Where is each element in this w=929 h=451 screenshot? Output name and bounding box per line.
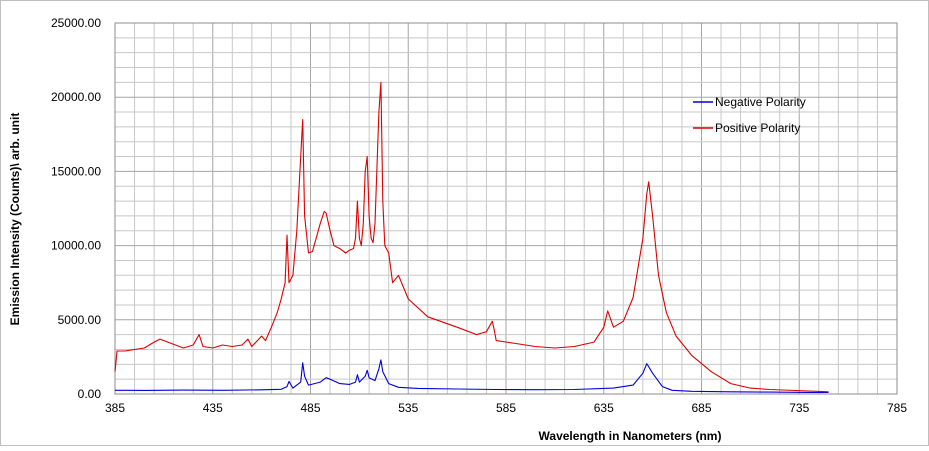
series-line-negative-polarity bbox=[114, 359, 829, 394]
x-tick-label: 735 bbox=[789, 401, 809, 415]
legend-label: Positive Polarity bbox=[715, 121, 800, 135]
y-tick-label: 15000.00 bbox=[51, 164, 101, 178]
y-tick-label: 25000.00 bbox=[51, 16, 101, 30]
y-tick-label: 10000.00 bbox=[51, 239, 101, 253]
plot-area bbox=[114, 22, 898, 395]
legend: Negative Polarity Positive Polarity bbox=[693, 95, 806, 135]
y-tick-label: 20000.00 bbox=[51, 90, 101, 104]
y-tick-label: 0.00 bbox=[78, 387, 102, 401]
x-axis-title: Wavelength in Nanometers (nm) bbox=[539, 429, 722, 443]
x-tick-label: 385 bbox=[105, 401, 125, 415]
x-tick-label: 585 bbox=[496, 401, 516, 415]
x-tick-label: 785 bbox=[887, 401, 907, 415]
tick-labels: 385 435 485 535 585 635 685 735 785 0.00 5000.00 10… bbox=[51, 16, 907, 415]
y-tick-label: 5000.00 bbox=[58, 313, 102, 327]
x-tick-label: 685 bbox=[691, 401, 711, 415]
x-tick-label: 435 bbox=[203, 401, 223, 415]
x-tick-label: 535 bbox=[398, 401, 418, 415]
legend-label: Negative Polarity bbox=[715, 95, 806, 109]
grid bbox=[114, 22, 898, 395]
x-tick-label: 635 bbox=[594, 401, 614, 415]
series-line-positive-polarity bbox=[114, 81, 829, 393]
x-tick-label: 485 bbox=[300, 401, 320, 415]
series-lines bbox=[114, 81, 829, 394]
y-axis-title: Emission Intensity (Counts)\ arb. unit bbox=[8, 113, 22, 326]
